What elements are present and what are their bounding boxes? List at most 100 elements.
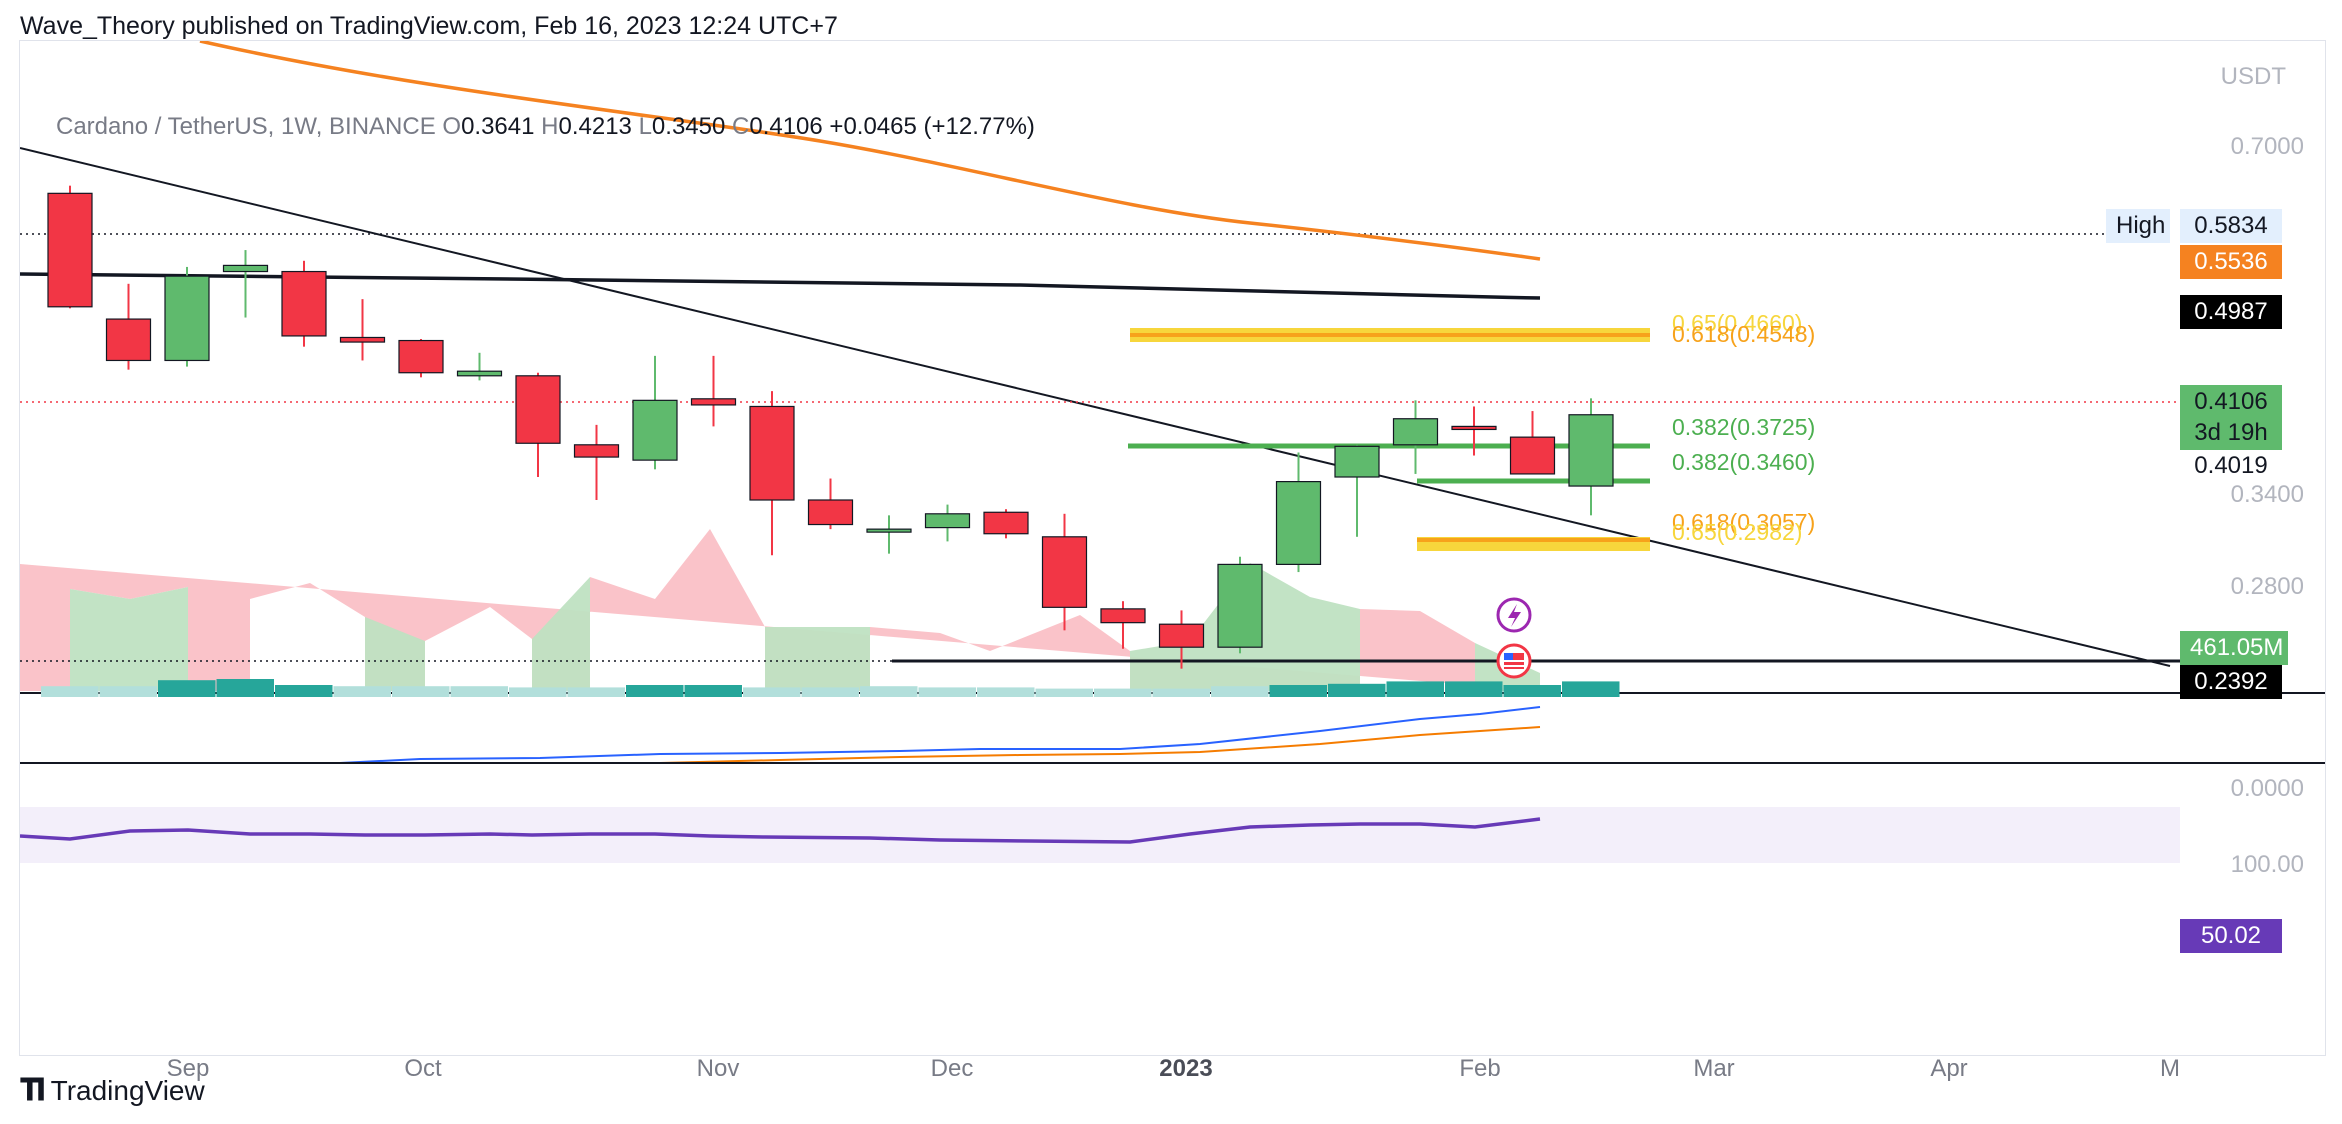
low-value: 0.3450 xyxy=(651,113,726,140)
macd-bar xyxy=(1035,688,1093,697)
chart-frame[interactable]: Cardano / TetherUS, 1W, BINANCE O0.3641 … xyxy=(19,40,2326,1082)
open-value: 0.3641 xyxy=(461,113,535,140)
rsi-tag: 50.02 xyxy=(2180,919,2282,953)
macd-bar xyxy=(509,687,567,697)
macd-bar xyxy=(684,685,742,697)
candle-body[interactable] xyxy=(281,270,327,337)
time-label-may: M xyxy=(2160,1055,2180,1082)
ema200-line xyxy=(199,41,1541,261)
candle-body[interactable] xyxy=(807,499,854,526)
time-label-nov: Nov xyxy=(696,1055,740,1082)
candle-body[interactable] xyxy=(1217,563,1263,648)
change-value: +0.0465 (+12.77%) xyxy=(829,113,1035,140)
time-label-sep: Sep xyxy=(166,1055,210,1082)
close-value: 0.4106 xyxy=(749,113,823,140)
macd-bar xyxy=(1445,681,1503,697)
macd-bar xyxy=(1386,681,1444,697)
macd-bar xyxy=(275,685,333,697)
macd-bar xyxy=(1328,683,1386,697)
rsi-line xyxy=(20,817,1541,844)
time-label-oct: Oct xyxy=(404,1055,442,1082)
candle-body[interactable] xyxy=(105,318,152,362)
candle-body[interactable] xyxy=(924,513,971,529)
macd-bar xyxy=(41,686,99,697)
fib-label-0382-upper: 0.382(0.3725) xyxy=(1672,414,1816,440)
time-label-dec: Dec xyxy=(930,1055,974,1082)
macd-bar xyxy=(743,687,801,697)
candle-body[interactable] xyxy=(573,444,620,458)
macd-bar xyxy=(1562,681,1620,697)
macd-bar xyxy=(1269,685,1327,697)
tradingview-logo-icon: 𝐓𝐈 xyxy=(20,1074,46,1107)
time-label-apr: Apr xyxy=(1930,1055,1968,1082)
macd-bar xyxy=(626,685,684,697)
high-key: H xyxy=(541,113,559,140)
symbol-name: Cardano / TetherUS, 1W, BINANCE xyxy=(56,113,436,140)
candle-body[interactable] xyxy=(1275,481,1322,566)
volume-tag: 461.05M xyxy=(2180,631,2288,665)
last-price-tag: 0.4106 xyxy=(2180,385,2282,419)
price-tick-0340: 0.3400 xyxy=(2230,481,2304,508)
candle-body[interactable] xyxy=(339,336,386,343)
candle-body[interactable] xyxy=(456,370,503,377)
high-tag-value: 0.5834 xyxy=(2180,209,2282,243)
chart-canvas[interactable] xyxy=(20,41,2325,1055)
tradingview-footer[interactable]: 𝐓𝐈 TradingView xyxy=(20,1074,205,1108)
candle-body[interactable] xyxy=(983,511,1029,535)
candle-body[interactable] xyxy=(1392,418,1439,446)
candle-body[interactable] xyxy=(164,275,210,362)
time-label-feb: Feb xyxy=(1459,1055,1501,1082)
candles-layer[interactable] xyxy=(47,185,1614,669)
open-key: O xyxy=(442,113,462,140)
candle-body[interactable] xyxy=(1568,414,1614,487)
fib-label-0382-lower: 0.382(0.3460) xyxy=(1672,449,1816,475)
candle-body[interactable] xyxy=(1334,445,1380,478)
symbol-legend[interactable]: Cardano / TetherUS, 1W, BINANCE O0.3641 … xyxy=(56,113,1035,141)
support-tag: 0.2392 xyxy=(2180,665,2282,699)
candle-body[interactable] xyxy=(222,264,269,273)
ema50-line xyxy=(20,272,1541,300)
high-value: 0.4213 xyxy=(558,113,632,140)
event-lightning-glyph xyxy=(1508,604,1521,627)
candle-body[interactable] xyxy=(866,528,912,533)
currency-label: USDT xyxy=(2220,63,2286,90)
fib-label-0618-upper: 0.618(0.4548) xyxy=(1672,321,1816,347)
publish-header: Wave_Theory published on TradingView.com… xyxy=(20,12,838,40)
candle-body[interactable] xyxy=(690,398,737,406)
macd-bar xyxy=(1094,688,1152,697)
macd-bar xyxy=(1211,686,1269,697)
macd-bar xyxy=(567,687,625,697)
price-tick-0700: 0.7000 xyxy=(2230,133,2304,160)
macd-bar xyxy=(918,687,976,697)
descending-trendline[interactable] xyxy=(20,147,2171,667)
candle-body[interactable] xyxy=(1041,536,1088,608)
macd-bar xyxy=(860,686,918,697)
macd-bar xyxy=(1503,685,1561,697)
macd-bar xyxy=(216,679,274,697)
price-tick-0280: 0.2800 xyxy=(2230,573,2304,600)
tradingview-brand: TradingView xyxy=(50,1075,205,1106)
fib-label-0650-upper: 0.65(0.4660) xyxy=(1672,310,1803,336)
macd-bar xyxy=(801,687,859,697)
macd-bar xyxy=(450,686,508,697)
ema200-tag: 0.5536 xyxy=(2180,245,2282,279)
candle-body[interactable] xyxy=(1509,436,1556,475)
macd-bar xyxy=(333,686,391,697)
macd-bar xyxy=(158,680,216,697)
candle-body[interactable] xyxy=(515,375,561,444)
candle-body[interactable] xyxy=(398,339,444,374)
candle-body[interactable] xyxy=(749,405,795,501)
candle-body[interactable] xyxy=(1451,425,1497,431)
candle-body[interactable] xyxy=(47,192,93,308)
candle-body[interactable] xyxy=(1158,623,1205,648)
candle-body[interactable] xyxy=(1100,608,1146,624)
macd-signal-line xyxy=(659,726,1541,764)
high-tag-label: High xyxy=(2106,209,2170,243)
macd-bar xyxy=(99,686,157,697)
close-key: C xyxy=(732,113,750,140)
low-key: L xyxy=(638,113,652,140)
ema50-tag: 0.4987 xyxy=(2180,295,2282,329)
macd-bar xyxy=(392,686,450,697)
candle-body[interactable] xyxy=(632,399,678,461)
fib-label-0618-lower: 0.618(0.3057) xyxy=(1672,509,1816,535)
